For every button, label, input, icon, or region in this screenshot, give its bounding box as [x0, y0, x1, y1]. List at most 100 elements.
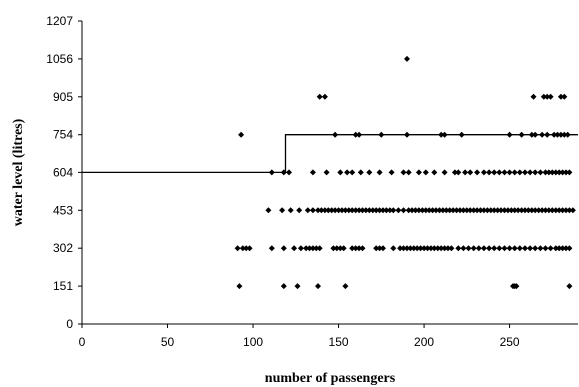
data-point: [552, 207, 559, 214]
data-point: [303, 245, 310, 252]
data-point: [569, 207, 576, 214]
data-point: [388, 169, 395, 176]
data-point: [427, 245, 434, 252]
data-point: [238, 131, 245, 138]
data-point: [451, 169, 458, 176]
x-tick-label: 100: [243, 335, 263, 349]
data-point: [552, 169, 559, 176]
data-point: [328, 207, 335, 214]
data-point: [455, 245, 462, 252]
data-point: [480, 245, 487, 252]
y-tick-label: 151: [53, 279, 73, 293]
data-point: [551, 131, 558, 138]
data-point: [309, 169, 316, 176]
data-point: [287, 207, 294, 214]
data-point: [373, 207, 380, 214]
y-tick-label: 1056: [46, 52, 73, 66]
data-point: [501, 169, 508, 176]
data-point: [339, 207, 345, 214]
data-point: [566, 283, 573, 290]
data-point: [400, 169, 407, 176]
data-point: [304, 207, 311, 214]
data-point: [564, 131, 571, 138]
data-point: [438, 245, 445, 252]
data-point: [362, 207, 369, 214]
data-point: [501, 207, 508, 214]
data-point: [335, 207, 342, 214]
data-point: [516, 169, 523, 176]
data-point: [316, 245, 323, 252]
data-point: [431, 245, 438, 252]
data-point: [352, 207, 359, 214]
y-axis-title: water level (litres): [11, 118, 26, 226]
data-point: [330, 245, 337, 252]
data-point: [446, 207, 453, 214]
data-point: [366, 207, 373, 214]
data-point: [438, 131, 445, 138]
y-tick-label: 0: [66, 317, 73, 331]
data-point: [297, 245, 304, 252]
step-line: [82, 134, 578, 174]
data-point: [506, 245, 513, 252]
data-point: [359, 245, 366, 252]
data-point: [429, 207, 436, 214]
data-point: [439, 207, 446, 214]
data-point: [436, 207, 443, 214]
data-point: [357, 169, 364, 176]
data-point: [356, 207, 363, 214]
data-point: [474, 207, 481, 214]
data-point: [539, 207, 546, 214]
data-point: [352, 131, 359, 138]
x-tick-label: 200: [414, 335, 434, 349]
data-point: [243, 245, 250, 252]
data-point: [511, 245, 518, 252]
data-point: [419, 207, 426, 214]
data-point: [470, 207, 477, 214]
data-point: [532, 245, 539, 252]
data-point: [431, 169, 438, 176]
data-point: [506, 131, 513, 138]
y-tick-label: 905: [53, 90, 73, 104]
data-point: [405, 207, 412, 214]
data-point: [537, 245, 544, 252]
x-tick-label: 50: [161, 335, 175, 349]
data-point: [280, 169, 287, 176]
data-point: [460, 245, 467, 252]
data-point: [557, 131, 564, 138]
data-point: [404, 131, 410, 138]
data-point: [477, 207, 484, 214]
data-point: [539, 131, 546, 138]
data-point: [460, 207, 467, 214]
data-point: [511, 169, 518, 176]
data-point: [528, 207, 535, 214]
data-point: [352, 245, 359, 252]
data-point: [554, 131, 561, 138]
y-tick-label: 604: [53, 165, 73, 179]
data-point: [378, 131, 385, 138]
data-point: [480, 207, 487, 214]
data-point: [280, 245, 287, 252]
data-point: [356, 245, 363, 252]
data-point: [306, 245, 313, 252]
data-point: [537, 169, 544, 176]
data-point: [486, 245, 493, 252]
data-point: [474, 169, 481, 176]
data-point: [491, 169, 498, 176]
data-point: [516, 245, 523, 252]
data-point: [380, 245, 386, 252]
data-point: [333, 245, 340, 252]
data-point: [542, 245, 549, 252]
data-point: [475, 245, 482, 252]
data-point: [448, 245, 455, 252]
data-point: [349, 169, 356, 176]
data-point: [498, 207, 504, 214]
data-point: [417, 245, 424, 252]
data-point: [321, 93, 328, 100]
data-point: [268, 169, 275, 176]
data-point: [366, 169, 373, 176]
data-point: [563, 169, 569, 176]
data-point: [453, 207, 460, 214]
data-point: [491, 207, 498, 214]
data-point: [563, 245, 569, 252]
data-point: [422, 207, 429, 214]
